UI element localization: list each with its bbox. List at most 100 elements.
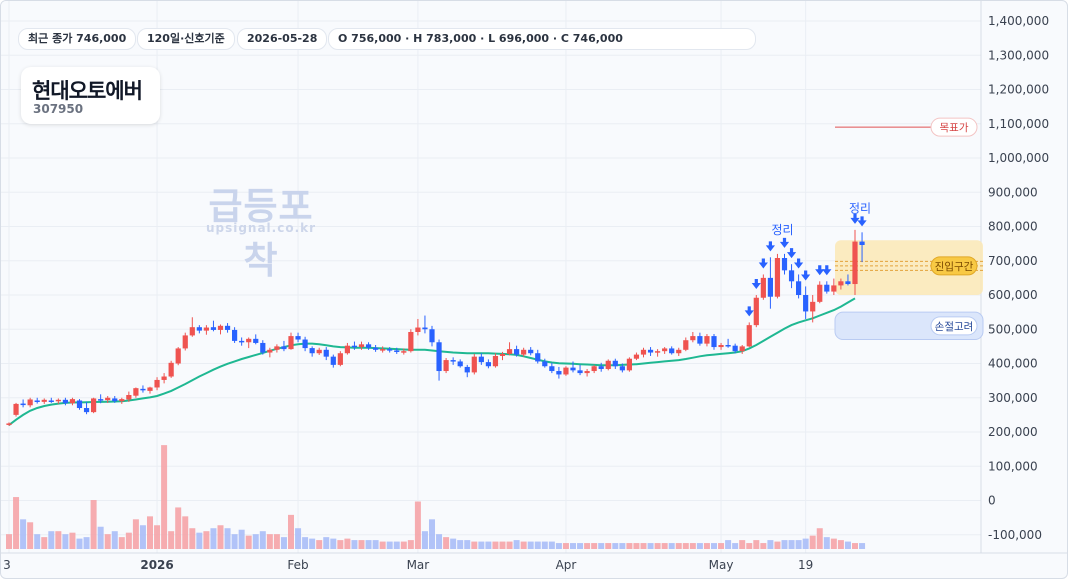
candle-body <box>253 338 259 343</box>
candle-body <box>323 349 329 357</box>
volume-bar <box>344 538 351 549</box>
candle-body <box>514 349 520 355</box>
volume-bar <box>393 541 400 549</box>
volume-bar <box>520 541 527 549</box>
volume-bar <box>83 537 90 549</box>
candle-body <box>535 353 541 362</box>
volume-bar <box>668 543 675 549</box>
volume-bar <box>224 528 231 549</box>
volume-bar <box>118 537 125 549</box>
candle-body <box>351 345 358 348</box>
candle-body <box>457 361 463 367</box>
volume-bar <box>739 540 746 549</box>
candle-body <box>232 329 238 341</box>
candle-body <box>401 351 407 353</box>
volume-bar <box>492 541 499 549</box>
volume-bar <box>464 540 471 549</box>
y-tick-label: 800,000 <box>988 220 1038 234</box>
y-tick-label: 1,200,000 <box>988 83 1049 97</box>
volume-bar <box>20 519 27 549</box>
volume-bar <box>154 525 161 549</box>
candle-body <box>450 360 456 362</box>
signal-label: 정리 <box>849 201 871 215</box>
candle-body <box>796 281 802 295</box>
candle-body <box>309 348 315 354</box>
volume-bar <box>809 535 816 549</box>
volume-bar <box>323 537 330 549</box>
watermark-title: 급등포착 <box>208 185 314 282</box>
candle-body <box>140 388 146 391</box>
volume-bar <box>570 543 576 549</box>
volume-bar <box>718 543 725 549</box>
stop-label-bg <box>930 316 978 336</box>
volume-bar <box>457 540 464 549</box>
candle-body <box>563 367 569 375</box>
candle-body <box>415 327 421 332</box>
y-tick-label: 700,000 <box>988 254 1038 268</box>
volume-bar <box>485 541 492 549</box>
moving-average-line <box>8 297 856 426</box>
volume-bar <box>696 543 703 549</box>
volume-bar <box>379 541 386 549</box>
volume-bar <box>513 540 520 549</box>
volume-bar <box>147 516 153 549</box>
target-label-bg <box>930 117 978 137</box>
volume-bar <box>295 528 302 549</box>
candle-body <box>506 349 513 354</box>
candle-body <box>20 403 26 406</box>
volume-bar <box>210 528 217 549</box>
volume-bar <box>266 534 273 549</box>
candle-body <box>295 336 301 340</box>
candle-body <box>330 356 336 365</box>
candle-body <box>373 347 379 350</box>
candle-body <box>647 349 654 353</box>
candle-body <box>492 355 499 367</box>
volume-bar <box>288 514 294 549</box>
candle-body <box>831 285 837 292</box>
volume-bar <box>767 540 774 549</box>
volume-bar <box>471 541 478 549</box>
entry-label-text: 진입구간 <box>935 260 974 273</box>
watermark-site: upsignal.co.kr <box>205 221 317 235</box>
signal-arrow-icon <box>857 216 867 227</box>
volume-bar <box>125 532 132 549</box>
candle-body <box>852 241 858 285</box>
volume-bar <box>823 537 830 549</box>
volume-bar <box>450 538 457 549</box>
candle-body <box>246 338 252 343</box>
volume-bar <box>358 540 365 549</box>
candle-body <box>224 325 231 330</box>
volume-bar <box>612 543 619 549</box>
volume-bar <box>760 543 767 549</box>
volume-bar <box>421 531 428 549</box>
candle-body <box>549 366 555 372</box>
volume-bar <box>175 507 182 549</box>
candle-body <box>239 340 245 343</box>
candle-body <box>105 397 111 401</box>
volume-bar <box>499 541 506 549</box>
volume-bar <box>802 538 809 549</box>
y-tick-label: -100,000 <box>988 528 1042 542</box>
candle-body <box>662 348 668 352</box>
candle-body <box>55 399 61 402</box>
candle-body <box>175 348 181 364</box>
volume-bar <box>55 531 62 549</box>
y-tick-label: 100,000 <box>988 459 1038 473</box>
candle-body <box>669 348 675 354</box>
signal-arrow-icon <box>758 258 768 269</box>
candle-body <box>584 371 590 374</box>
signal-label: 정리 <box>771 223 793 237</box>
volume-bar <box>62 534 69 549</box>
y-tick-label: 500,000 <box>988 322 1038 336</box>
y-tick-label: 0 <box>988 494 996 508</box>
candle-body <box>528 349 534 354</box>
period-pill: 120일·신호기준 <box>137 28 235 50</box>
candle-body <box>591 366 597 372</box>
candle-body <box>612 360 618 367</box>
volume-bar <box>619 543 626 549</box>
x-tick-label: Apr <box>556 558 577 572</box>
candle-body <box>824 284 830 292</box>
candle-body <box>499 353 506 356</box>
candle-body <box>365 344 372 348</box>
